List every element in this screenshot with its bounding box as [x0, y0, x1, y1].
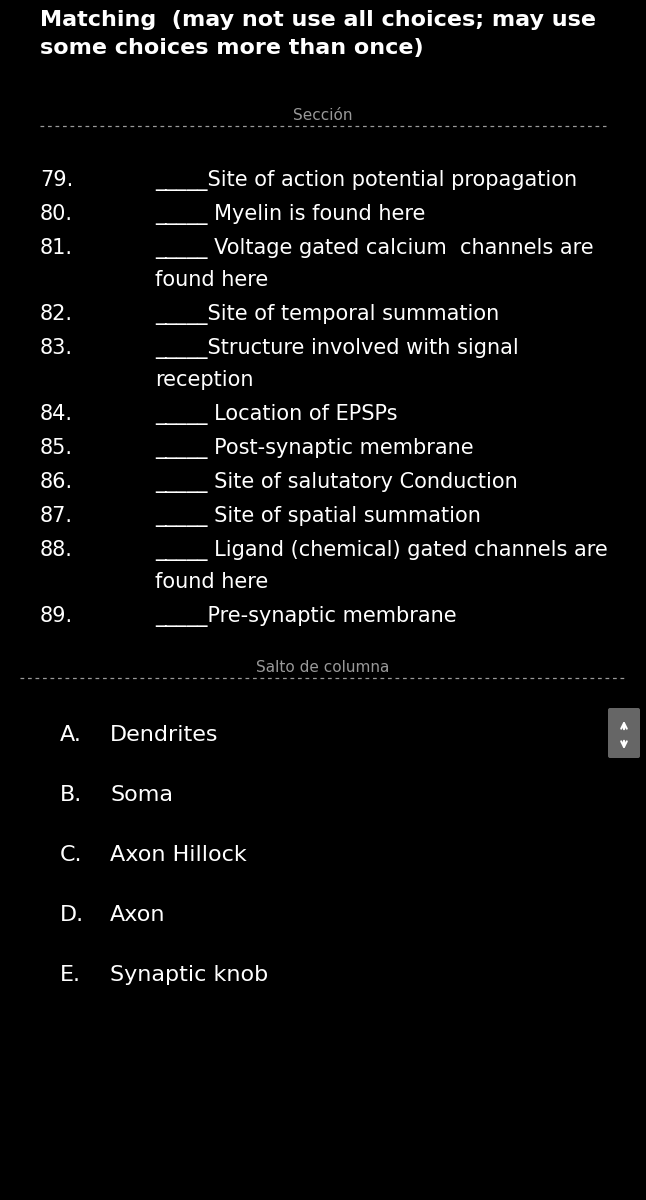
Text: _____ Myelin is found here: _____ Myelin is found here [155, 204, 425, 226]
Text: _____Pre-synaptic membrane: _____Pre-synaptic membrane [155, 606, 457, 626]
Text: _____ Ligand (chemical) gated channels are: _____ Ligand (chemical) gated channels a… [155, 540, 608, 560]
Text: Salto de columna: Salto de columna [256, 660, 390, 674]
Text: 84.: 84. [40, 404, 73, 424]
Text: Synaptic knob: Synaptic knob [110, 965, 268, 985]
Text: 79.: 79. [40, 170, 73, 190]
Text: Axon Hillock: Axon Hillock [110, 845, 247, 865]
Text: 81.: 81. [40, 238, 73, 258]
Text: _____ Voltage gated calcium  channels are: _____ Voltage gated calcium channels are [155, 238, 594, 259]
Text: some choices more than once): some choices more than once) [40, 38, 424, 58]
Text: 88.: 88. [40, 540, 73, 560]
Text: _____ Site of spatial summation: _____ Site of spatial summation [155, 506, 481, 527]
Text: _____Site of action potential propagation: _____Site of action potential propagatio… [155, 170, 577, 191]
Text: 83.: 83. [40, 338, 73, 358]
Text: A.: A. [60, 725, 82, 745]
Text: _____ Site of salutatory Conduction: _____ Site of salutatory Conduction [155, 472, 517, 493]
Text: _____Site of temporal summation: _____Site of temporal summation [155, 304, 499, 325]
Text: Soma: Soma [110, 785, 173, 805]
Text: 80.: 80. [40, 204, 73, 224]
Text: C.: C. [60, 845, 83, 865]
Text: D.: D. [60, 905, 84, 925]
Text: Dendrites: Dendrites [110, 725, 218, 745]
Text: Matching  (may not use all choices; may use: Matching (may not use all choices; may u… [40, 10, 596, 30]
Text: reception: reception [155, 370, 253, 390]
Text: B.: B. [60, 785, 82, 805]
Text: 85.: 85. [40, 438, 73, 458]
Text: Axon: Axon [110, 905, 165, 925]
Text: 86.: 86. [40, 472, 73, 492]
Text: _____Structure involved with signal: _____Structure involved with signal [155, 338, 519, 359]
Text: found here: found here [155, 270, 268, 290]
FancyBboxPatch shape [608, 708, 640, 758]
Text: 89.: 89. [40, 606, 73, 626]
Text: _____ Location of EPSPs: _____ Location of EPSPs [155, 404, 397, 425]
Text: 87.: 87. [40, 506, 73, 526]
Text: 82.: 82. [40, 304, 73, 324]
Text: _____ Post-synaptic membrane: _____ Post-synaptic membrane [155, 438, 474, 458]
Text: E.: E. [60, 965, 81, 985]
Text: found here: found here [155, 572, 268, 592]
Text: Sección: Sección [293, 108, 353, 122]
